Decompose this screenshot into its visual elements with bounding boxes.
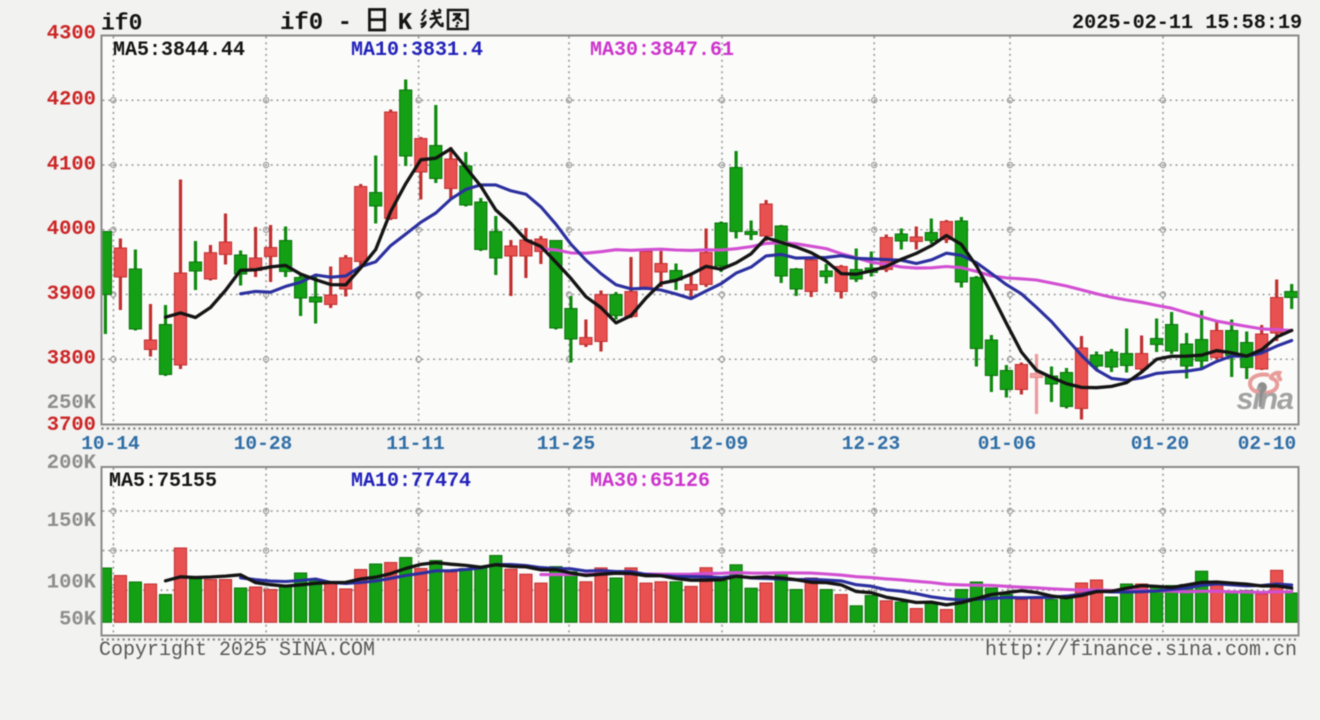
svg-text:4000: 4000 xyxy=(47,218,96,241)
svg-text:3900: 3900 xyxy=(47,283,96,306)
svg-text:MA10:77474: MA10:77474 xyxy=(351,470,471,493)
svg-text:K: K xyxy=(398,10,413,37)
svg-text:10-14: 10-14 xyxy=(81,433,140,455)
svg-text:01-06: 01-06 xyxy=(978,433,1037,455)
svg-text:Copyright 2025 SINA.COM: Copyright 2025 SINA.COM xyxy=(99,639,375,662)
svg-text:http://finance.sina.com.cn: http://finance.sina.com.cn xyxy=(985,639,1297,662)
svg-text:100K: 100K xyxy=(47,572,97,595)
svg-text:MA30:65126: MA30:65126 xyxy=(590,470,710,493)
svg-text:11-25: 11-25 xyxy=(537,433,596,455)
svg-text:3800: 3800 xyxy=(47,348,96,371)
svg-text:if0 -: if0 - xyxy=(280,10,352,37)
svg-text:4100: 4100 xyxy=(47,154,96,177)
svg-text:MA5:75155: MA5:75155 xyxy=(109,470,217,493)
svg-text:4200: 4200 xyxy=(47,89,96,112)
svg-text:if0: if0 xyxy=(101,11,142,37)
svg-text:MA10:3831.4: MA10:3831.4 xyxy=(351,39,483,62)
svg-text:12-23: 12-23 xyxy=(842,433,901,455)
svg-text:MA5:3844.44: MA5:3844.44 xyxy=(113,39,245,62)
svg-text:250K: 250K xyxy=(47,392,97,415)
svg-text:150K: 150K xyxy=(47,510,97,533)
svg-text:12-09: 12-09 xyxy=(690,433,749,455)
svg-text:4300: 4300 xyxy=(47,23,96,46)
svg-text:2025-02-11 15:58:19: 2025-02-11 15:58:19 xyxy=(1072,12,1302,35)
svg-text:MA30:3847.61: MA30:3847.61 xyxy=(590,39,734,62)
svg-text:02-10: 02-10 xyxy=(1238,433,1297,455)
svg-text:sina: sina xyxy=(1237,382,1294,416)
svg-text:3700: 3700 xyxy=(47,414,96,437)
svg-text:10-28: 10-28 xyxy=(234,433,293,455)
svg-text:50K: 50K xyxy=(59,609,97,632)
svg-text:11-11: 11-11 xyxy=(386,433,445,455)
svg-text:200K: 200K xyxy=(47,452,97,475)
svg-text:01-20: 01-20 xyxy=(1131,433,1190,455)
